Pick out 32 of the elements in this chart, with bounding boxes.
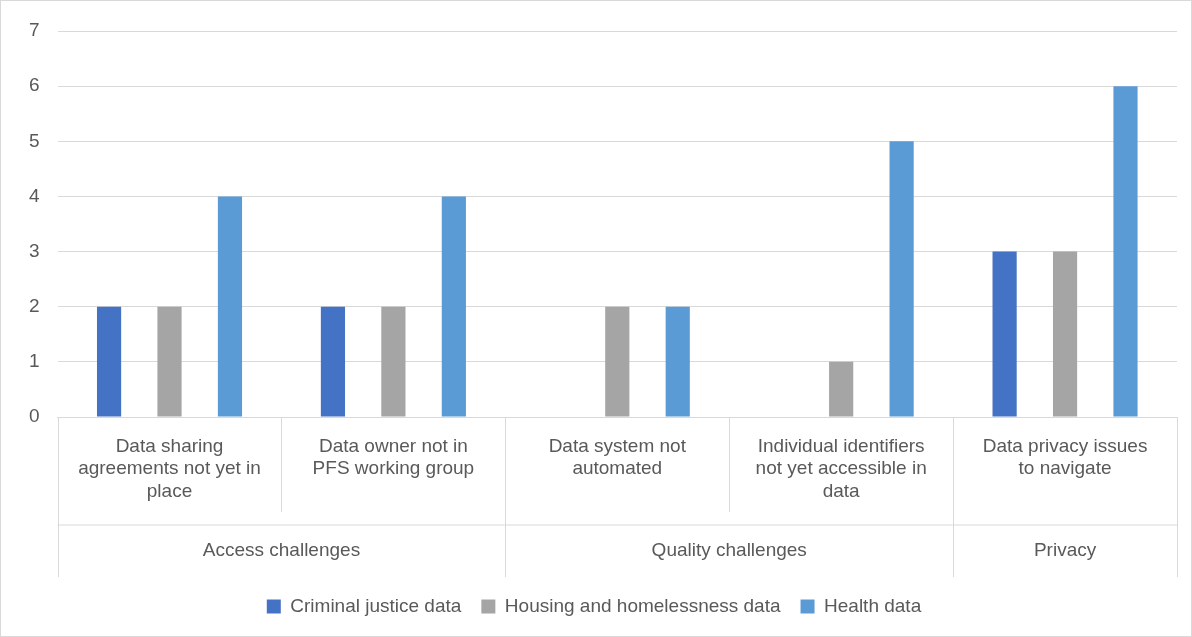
y-tick-label: 5 bbox=[28, 129, 40, 151]
x-tick-label: Data owner not in PFS working group bbox=[312, 434, 475, 479]
bar bbox=[1052, 251, 1078, 417]
x-tick-label: Data privacy issues to navigate bbox=[982, 434, 1148, 479]
bar bbox=[889, 141, 914, 417]
y-tick-label: 7 bbox=[28, 19, 40, 41]
bar bbox=[665, 306, 690, 417]
bar bbox=[829, 361, 854, 417]
legend-label: Criminal justice data bbox=[290, 594, 462, 616]
y-tick-label: 4 bbox=[28, 184, 40, 206]
y-tick-label: 3 bbox=[28, 239, 40, 261]
x-tick-label: Data system not automated bbox=[548, 434, 687, 479]
y-tick-label: 6 bbox=[28, 74, 40, 96]
y-tick-label: 1 bbox=[28, 350, 40, 372]
text: Privacy bbox=[1033, 539, 1097, 561]
x-tick-label: Data sharing agreements not yet in place bbox=[78, 434, 261, 502]
bar bbox=[320, 306, 346, 417]
bar bbox=[992, 251, 1017, 417]
y-tick-label: 2 bbox=[28, 294, 40, 316]
bar bbox=[381, 306, 406, 417]
x-tick-label: Individual identifiers not yet accessible in data bbox=[755, 434, 927, 502]
bar bbox=[1113, 86, 1138, 417]
y-tick-label: 0 bbox=[28, 405, 40, 427]
bar bbox=[605, 306, 630, 417]
bar bbox=[96, 306, 122, 417]
bar bbox=[217, 196, 243, 417]
bar bbox=[441, 196, 466, 417]
text: Access challenges bbox=[202, 539, 361, 561]
legend-label: Health data bbox=[824, 594, 922, 616]
bar bbox=[157, 306, 182, 417]
legend-label: Housing and homelessness data bbox=[504, 594, 781, 616]
text: Quality challenges bbox=[651, 539, 807, 561]
